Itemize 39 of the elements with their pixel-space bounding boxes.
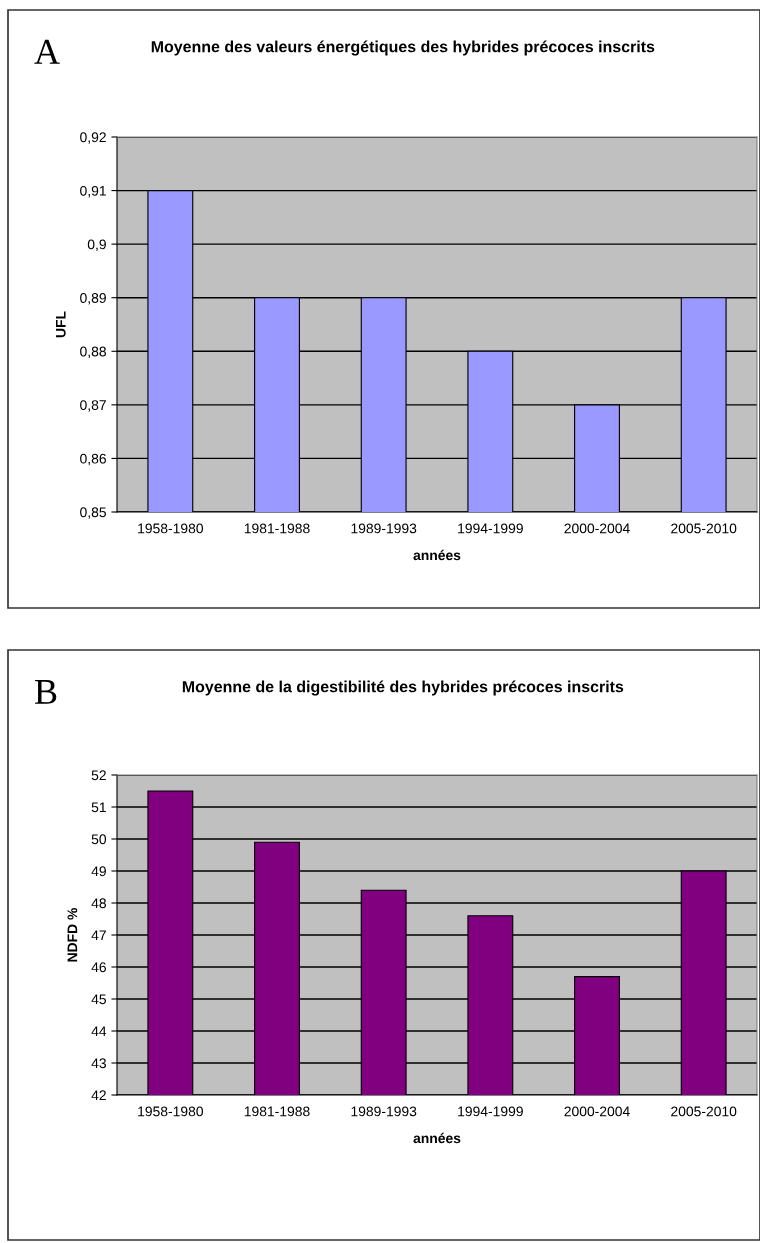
x-tick-label: 1994-1999: [458, 1106, 523, 1117]
x-tick-label: 2000-2004: [564, 1106, 630, 1117]
y-axis-title: UFL: [56, 311, 66, 338]
x-tick-label: 1989-1993: [351, 1106, 417, 1117]
y-axis-title: NDFD %: [67, 907, 78, 962]
text: A: [34, 39, 60, 64]
chart-title: Moyenne de la digestibilité des hybrides précoces inscrits: [182, 680, 624, 696]
x-tick-label: 1958-1980: [138, 1106, 203, 1117]
x-axis-title: années: [413, 1132, 461, 1144]
x-tick-label: 2005-2010: [671, 523, 737, 534]
y-tick-label: 49: [91, 866, 106, 877]
y-tick-label: 43: [91, 1058, 106, 1069]
y-tick-label: 47: [91, 930, 106, 941]
y-tick-label: 48: [91, 898, 106, 909]
y-tick-label: 46: [91, 962, 106, 973]
text: B: [35, 680, 57, 704]
y-tick-label: 51: [91, 802, 106, 813]
x-tick-label: 1981-1988: [244, 523, 310, 534]
y-tick-label: 0,9: [87, 239, 106, 251]
y-tick-label: 0,87: [80, 400, 106, 412]
x-tick-label: 2005-2010: [671, 1106, 737, 1117]
x-tick-label: 1981-1988: [244, 1106, 310, 1117]
y-tick-label: 45: [91, 994, 106, 1005]
y-tick-label: 52: [91, 770, 106, 781]
x-tick-label: 1958-1980: [138, 523, 203, 534]
y-tick-label: 0,86: [80, 453, 106, 466]
x-tick-label: 1989-1993: [351, 523, 417, 534]
y-tick-label: 0,85: [80, 507, 106, 519]
y-tick-label: 0,89: [80, 293, 106, 305]
y-tick-label: 42: [91, 1090, 106, 1101]
y-tick-label: 50: [91, 834, 107, 845]
x-axis-title: années: [413, 549, 461, 561]
x-tick-label: 2000-2004: [564, 523, 630, 534]
y-tick-label: 0,92: [80, 132, 106, 144]
y-tick-label: 0,91: [80, 185, 106, 198]
y-tick-label: 44: [91, 1026, 107, 1037]
x-tick-label: 1994-1999: [458, 523, 523, 534]
y-tick-label: 0,88: [80, 346, 106, 359]
chart-title: Moyenne des valeurs énergétiques des hybrides précoces inscrits: [151, 40, 655, 56]
